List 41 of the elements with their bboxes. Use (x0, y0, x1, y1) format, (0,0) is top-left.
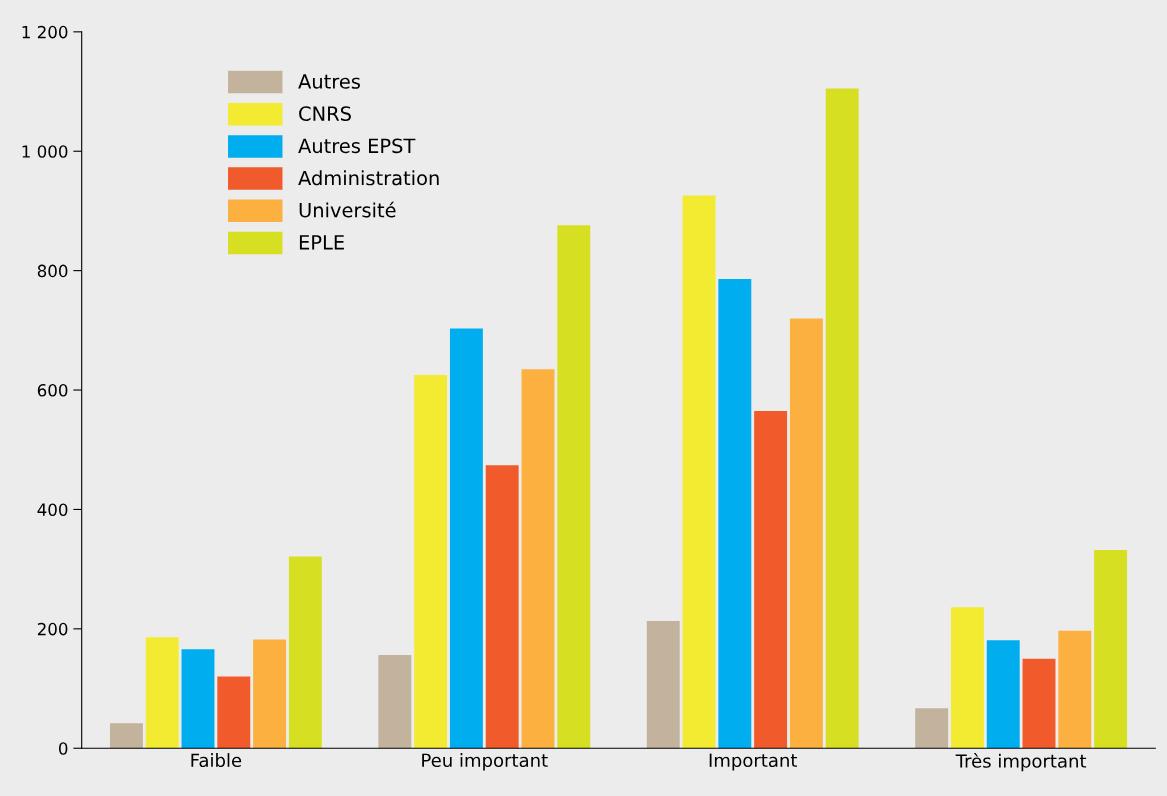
bar (253, 639, 287, 749)
bar (950, 607, 984, 749)
bar (825, 88, 859, 749)
bar (557, 225, 591, 749)
bar (145, 637, 179, 749)
bar (109, 723, 143, 749)
y-tick-label: 1 200 (22, 25, 68, 39)
x-tick-label: Peu important (422, 753, 548, 771)
y-tick-label: 0 (58, 742, 68, 755)
bar (646, 621, 680, 749)
legend-label: Autres (298, 74, 360, 89)
bar (181, 649, 215, 749)
y-tick-label: 400 (37, 503, 68, 517)
bar (682, 195, 716, 749)
bar (718, 279, 752, 749)
bar (1058, 630, 1092, 749)
bar (521, 369, 555, 749)
legend-label: Université (299, 201, 396, 218)
bar (414, 375, 448, 749)
y-tick-label: 1 000 (22, 145, 68, 158)
y-tick-label: 800 (37, 264, 68, 278)
legend-label: Autres EPST (298, 138, 416, 154)
bar (1022, 658, 1056, 749)
bar (915, 708, 949, 749)
bar (378, 655, 412, 749)
bar (754, 410, 788, 749)
bar (449, 328, 483, 749)
legend-label: CNRS (299, 106, 351, 121)
bar (217, 676, 251, 749)
bar (789, 318, 823, 749)
x-tick-label: Très important (955, 753, 1087, 772)
legend-label: Administration (298, 170, 439, 186)
x-tick-label: Faible (191, 753, 242, 768)
bar (288, 556, 322, 749)
y-tick-label: 200 (37, 622, 68, 636)
legend-label: EPLE (299, 235, 344, 250)
bar (986, 640, 1020, 749)
y-tick-label: 600 (37, 384, 68, 397)
bar (1094, 550, 1128, 749)
bar (485, 465, 519, 749)
x-tick-label: Important (709, 753, 798, 771)
